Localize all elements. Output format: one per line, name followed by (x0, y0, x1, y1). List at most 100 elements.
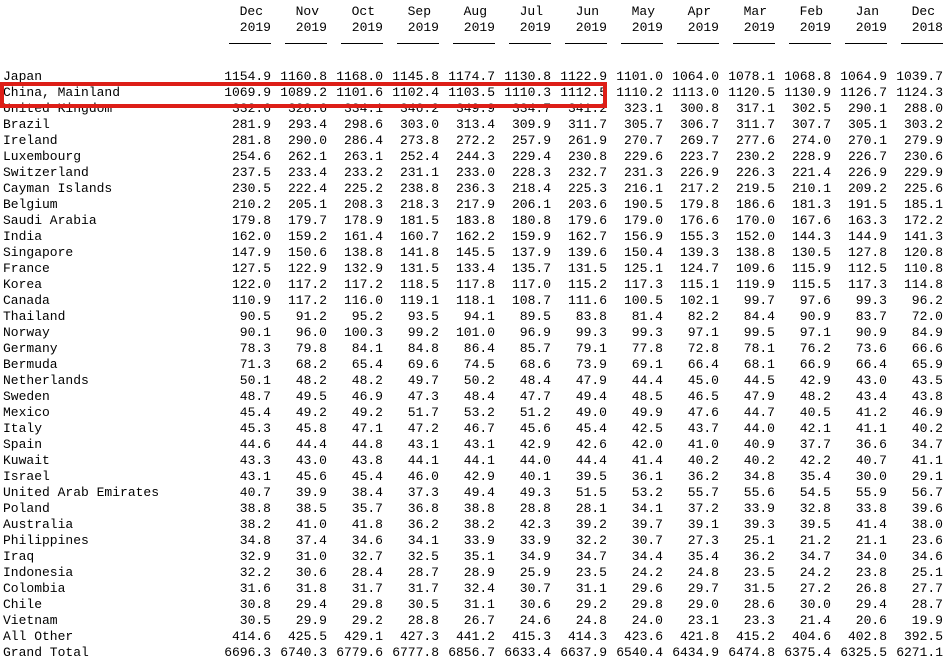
column-month-label: Nov (295, 4, 319, 19)
cell-value: 425.5 (287, 629, 327, 644)
cell-value: 27.7 (911, 581, 943, 596)
cell-value: 290.0 (287, 133, 327, 148)
table-row: Saudi Arabia 179.8 179.7 178.9 181.5 183.8 180… (0, 213, 944, 229)
cell-value: 43.1 (407, 437, 439, 452)
table-row: Kuwait 43.3 43.0 43.8 44.1 44.1 44.0 44.4 41.4 40… (0, 453, 944, 469)
cell-value: 54.5 (799, 485, 831, 500)
cell-value: 281.9 (231, 117, 271, 132)
column-header-feb-2019: Feb 2019 (776, 4, 832, 69)
document-page: { "colors": { "background": "#ffffff", "… (0, 4, 949, 672)
cell-value: 43.4 (855, 389, 887, 404)
cell-value: 147.9 (231, 245, 271, 260)
cell-value: 317.1 (735, 101, 775, 116)
row-label: Netherlands (3, 373, 89, 388)
cell-value: 49.9 (631, 405, 663, 420)
cell-value: 38.4 (351, 485, 383, 500)
cell-value: 269.7 (679, 133, 719, 148)
cell-value: 179.8 (231, 213, 271, 228)
cell-value: 45.4 (239, 405, 271, 420)
cell-value: 226.9 (847, 165, 887, 180)
cell-value: 65.9 (911, 357, 943, 372)
cell-value: 86.4 (463, 341, 495, 356)
column-month-label: May (631, 4, 655, 19)
header-underline (901, 43, 943, 44)
cell-value: 6740.3 (280, 645, 327, 660)
cell-value: 6633.4 (504, 645, 551, 660)
cell-value: 45.8 (295, 421, 327, 436)
cell-value: 34.4 (631, 549, 663, 564)
row-label: Luxembourg (3, 149, 82, 164)
cell-value: 30.5 (239, 613, 271, 628)
cell-value: 43.5 (911, 373, 943, 388)
row-label: Italy (3, 421, 43, 436)
cell-value: 206.1 (511, 197, 551, 212)
cell-value: 122.9 (287, 261, 327, 276)
cell-value: 66.4 (855, 357, 887, 372)
cell-value: 141.8 (399, 245, 439, 260)
cell-value: 37.4 (295, 533, 327, 548)
cell-value: 29.2 (575, 597, 607, 612)
cell-value: 30.6 (519, 597, 551, 612)
cell-value: 6375.4 (784, 645, 831, 660)
column-month-label: Aug (463, 4, 487, 19)
header-underline (509, 43, 551, 44)
cell-value: 79.1 (575, 341, 607, 356)
cell-value: 41.2 (855, 405, 887, 420)
cell-value: 238.8 (399, 181, 439, 196)
cell-value: 43.3 (239, 453, 271, 468)
cell-value: 415.2 (735, 629, 775, 644)
cell-value: 37.2 (687, 501, 719, 516)
column-year-label: 2019 (463, 20, 495, 35)
cell-value: 225.6 (903, 181, 943, 196)
cell-value: 44.1 (463, 453, 495, 468)
cell-value: 42.3 (519, 517, 551, 532)
table-row: Colombia 31.6 31.8 31.7 31.7 32.4 30.7 31.1 29.6… (0, 581, 944, 597)
cell-value: 112.5 (847, 261, 887, 276)
cell-value: 209.2 (847, 181, 887, 196)
header-underline (397, 43, 439, 44)
cell-value: 32.2 (575, 533, 607, 548)
cell-value: 53.2 (631, 485, 663, 500)
table-row: Luxembourg 254.6 262.1 263.1 252.4 244.3 229.4… (0, 149, 944, 165)
cell-value: 42.1 (799, 421, 831, 436)
column-header-aug-2019: Aug 2019 (440, 4, 496, 69)
cell-value: 1124.3 (896, 85, 943, 100)
cell-value: 69.1 (631, 357, 663, 372)
cell-value: 108.7 (511, 293, 551, 308)
cell-value: 29.8 (351, 597, 383, 612)
cell-value: 100.3 (343, 325, 383, 340)
cell-value: 225.2 (343, 181, 383, 196)
row-label: United Kingdom (3, 101, 113, 116)
cell-value: 29.0 (687, 597, 719, 612)
cell-value: 97.1 (799, 325, 831, 340)
cell-value: 155.3 (679, 229, 719, 244)
cell-value: 132.9 (343, 261, 383, 276)
cell-value: 272.2 (455, 133, 495, 148)
table-row: Israel 43.1 45.6 45.4 46.0 42.9 40.1 39.5 36.1 36… (0, 469, 944, 485)
cell-value: 1064.0 (672, 69, 719, 84)
cell-value: 42.9 (799, 373, 831, 388)
cell-value: 429.1 (343, 629, 383, 644)
cell-value: 82.2 (687, 309, 719, 324)
cell-value: 99.5 (743, 325, 775, 340)
cell-value: 1102.4 (392, 85, 439, 100)
cell-value: 68.1 (743, 357, 775, 372)
cell-value: 23.5 (575, 565, 607, 580)
row-label-column-header (0, 4, 216, 69)
cell-value: 117.2 (343, 277, 383, 292)
cell-value: 218.4 (511, 181, 551, 196)
row-label: Japan (3, 69, 43, 84)
cell-value: 55.6 (743, 485, 775, 500)
cell-value: 42.5 (631, 421, 663, 436)
cell-value: 34.9 (519, 549, 551, 564)
row-label: Mexico (3, 405, 50, 420)
table-row: Cayman Islands 230.5 222.4 225.2 238.8 236.3 2… (0, 181, 944, 197)
cell-value: 49.2 (295, 405, 327, 420)
cell-value: 35.1 (463, 549, 495, 564)
cell-value: 44.0 (519, 453, 551, 468)
cell-value: 33.9 (743, 501, 775, 516)
cell-value: 6856.7 (448, 645, 495, 660)
cell-value: 176.6 (679, 213, 719, 228)
cell-value: 21.2 (799, 533, 831, 548)
cell-value: 49.0 (575, 405, 607, 420)
